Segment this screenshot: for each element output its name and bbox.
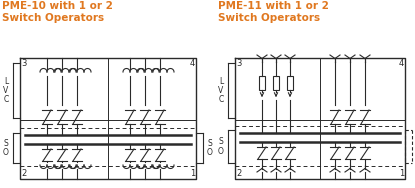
Text: 1: 1 <box>190 169 195 178</box>
Text: 2: 2 <box>21 169 26 178</box>
Bar <box>273 76 279 90</box>
Text: 1: 1 <box>399 169 404 178</box>
Text: 3: 3 <box>21 59 27 68</box>
Text: L
V
C: L V C <box>218 77 224 104</box>
Text: L
V
C: L V C <box>3 77 9 104</box>
Text: PME-11 with 1 or 2
Switch Operators: PME-11 with 1 or 2 Switch Operators <box>218 1 329 23</box>
Text: 4: 4 <box>190 59 195 68</box>
Text: S
O: S O <box>207 139 213 157</box>
Text: 2: 2 <box>236 169 241 178</box>
Text: 4: 4 <box>399 59 404 68</box>
Text: 3: 3 <box>236 59 242 68</box>
Text: PME-10 with 1 or 2
Switch Operators: PME-10 with 1 or 2 Switch Operators <box>2 1 113 23</box>
Bar <box>259 76 265 90</box>
Text: S
O: S O <box>3 139 9 157</box>
Bar <box>287 76 293 90</box>
Text: S
O: S O <box>218 137 224 155</box>
